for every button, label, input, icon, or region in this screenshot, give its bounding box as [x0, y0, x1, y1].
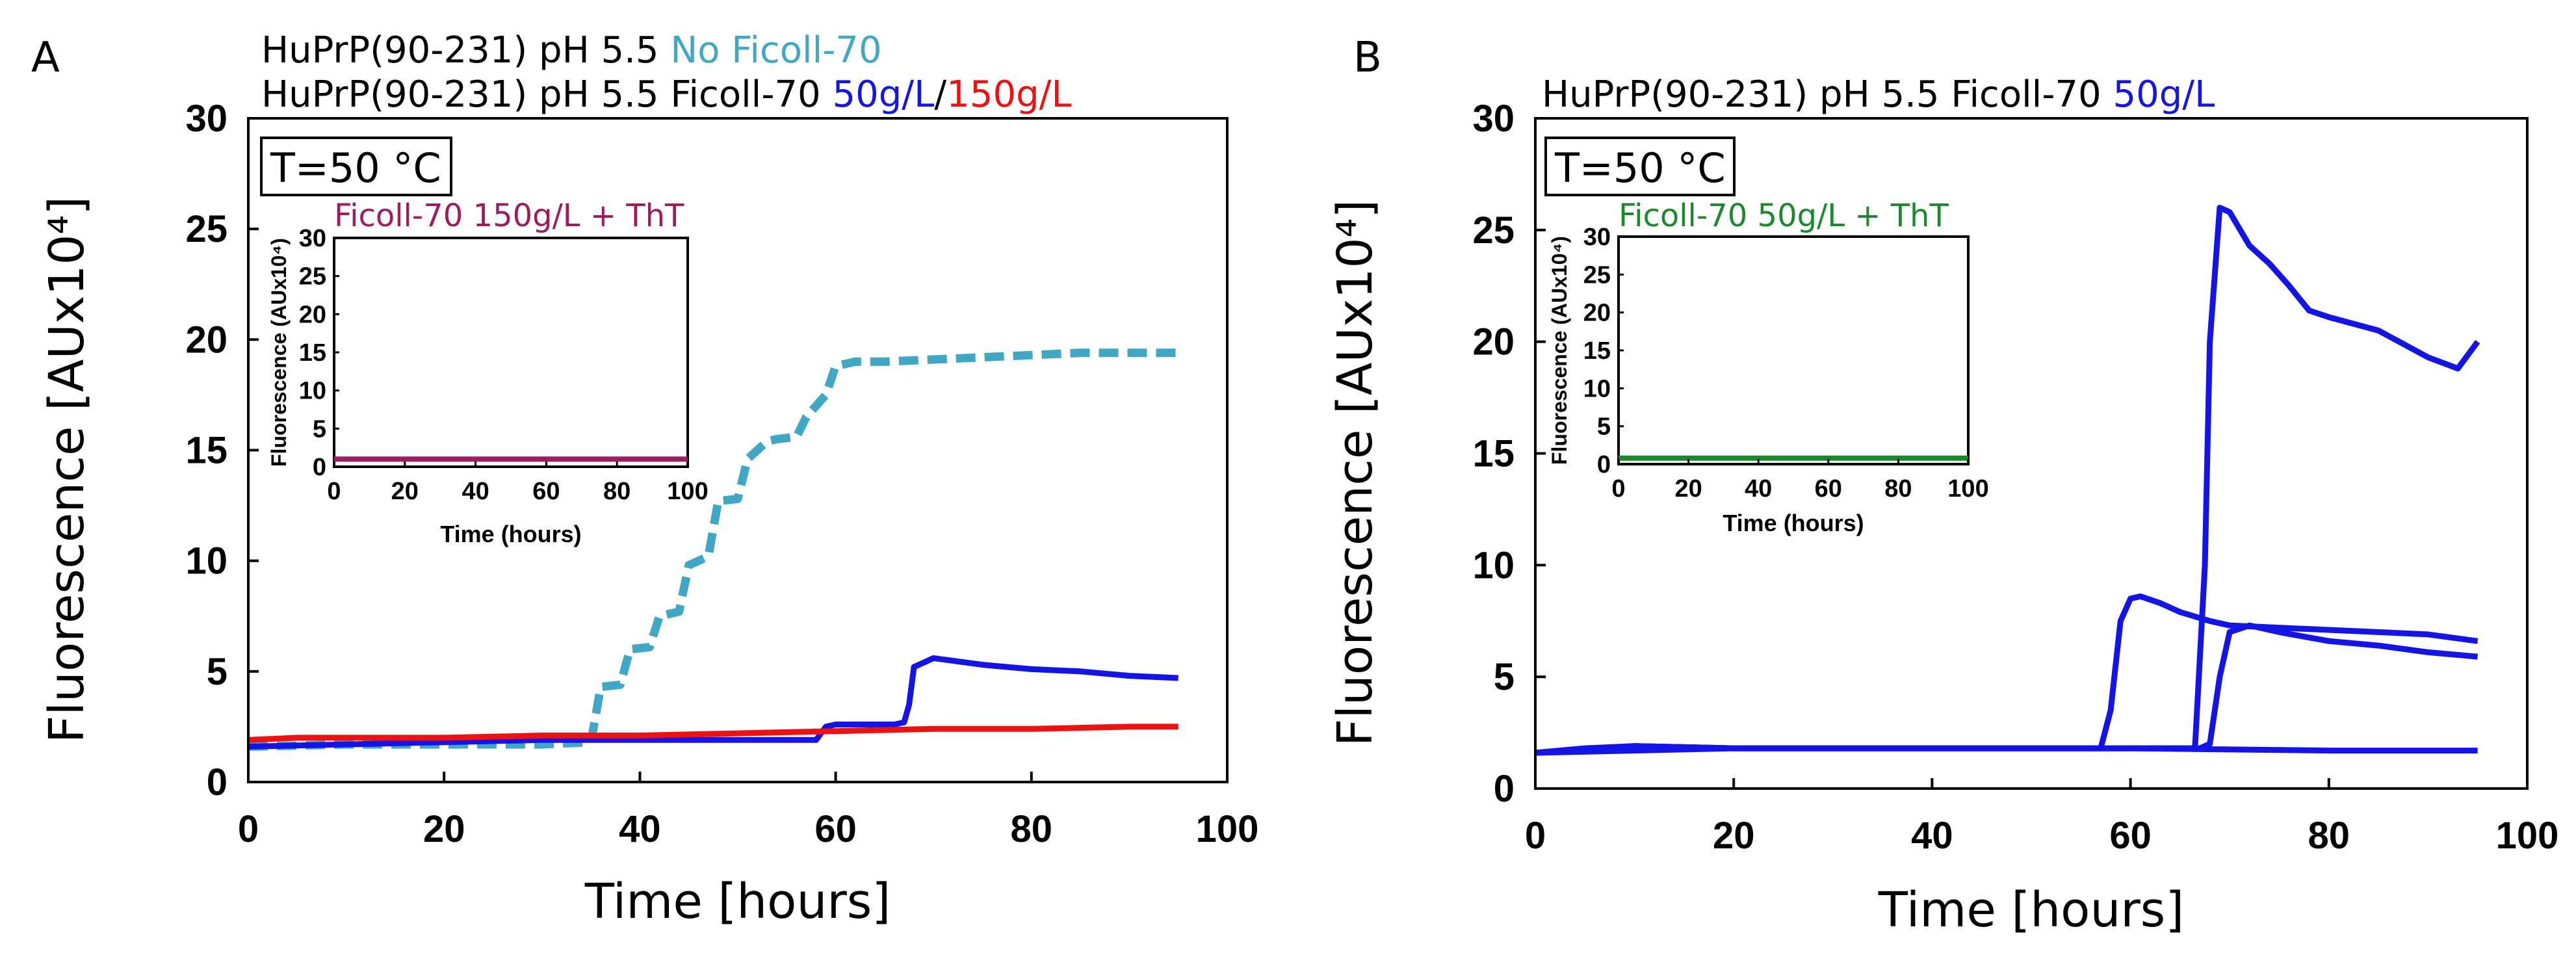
inset-x-tick-label: 40 [1745, 475, 1772, 503]
x-tick-label: 20 [1713, 815, 1755, 857]
inset-x-tick-label: 60 [1815, 475, 1842, 503]
inset-x-tick-label: 20 [391, 478, 419, 505]
series-line-3 [1535, 622, 2478, 756]
y-tick-label: 25 [185, 208, 228, 250]
inset-x-tick-label: 20 [1674, 475, 1702, 503]
inset-y-tick-label: 0 [1597, 451, 1611, 478]
inset-x-tick-label: 100 [667, 478, 708, 505]
series-line-1 [248, 348, 1178, 751]
inset-title: Ficoll-70 50g/L + ThT [1619, 198, 1949, 234]
x-tick-label: 80 [2308, 815, 2350, 857]
series-line-4 [1535, 743, 2478, 756]
y-tick-label: 5 [1494, 656, 1515, 698]
y-tick-label: 10 [1472, 544, 1515, 586]
inset-title: Ficoll-70 150g/L + ThT [334, 198, 684, 234]
y-axis-label: Fluorescence [AUx10⁴] [39, 196, 95, 743]
y-tick-label: 15 [1472, 433, 1515, 475]
panel-a-title2-black: HuPrP(90-231) pH 5.5 Ficoll-70 [261, 73, 832, 116]
inset-y-tick-label: 25 [1583, 261, 1611, 289]
inset-y-tick-label: 15 [299, 339, 326, 367]
inset-y-axis-label: Fluorescence (AUx10⁴) [1548, 236, 1571, 465]
inset-x-tick-label: 80 [1884, 475, 1912, 503]
inset-x-tick-label: 100 [1947, 475, 1988, 503]
inset-y-tick-label: 20 [1583, 300, 1611, 327]
inset-x-tick-label: 0 [327, 478, 341, 505]
inset-frame [333, 237, 689, 468]
inset-x-axis-label: Time (hours) [1723, 510, 1864, 536]
temperature-label: T=50 °C [270, 144, 441, 192]
panel-a-title2-red: 150g/L [946, 73, 1072, 116]
inset-x-tick-label: 80 [603, 478, 631, 505]
x-tick-label: 100 [2496, 815, 2559, 857]
y-tick-label: 0 [1494, 768, 1515, 810]
inset-frame [1617, 235, 1970, 465]
inset-y-tick-label: 30 [1583, 224, 1611, 251]
panel-a-title2-blue: 50g/L [832, 73, 934, 116]
y-tick-label: 15 [185, 430, 228, 472]
inset-y-tick-label: 5 [1597, 413, 1611, 441]
x-axis-label: Time [hours] [584, 874, 891, 930]
y-tick-label: 20 [1472, 321, 1515, 363]
y-tick-label: 30 [185, 98, 228, 140]
y-tick-label: 10 [185, 540, 228, 582]
panel-b-letter: B [1353, 34, 1382, 82]
y-tick-label: 5 [207, 651, 228, 693]
inset-y-tick-label: 0 [313, 454, 326, 481]
x-tick-label: 40 [1911, 815, 1953, 857]
inset-y-tick-label: 20 [299, 301, 326, 328]
panel-a-title1-cyan: No Ficoll-70 [670, 29, 881, 72]
inset-y-tick-label: 5 [313, 415, 326, 443]
panel-a-title1-black: HuPrP(90-231) pH 5.5 [261, 29, 670, 72]
x-tick-label: 20 [423, 808, 465, 850]
panel-a-title-line2: HuPrP(90-231) pH 5.5 Ficoll-70 50g/L/150… [261, 73, 1072, 116]
temperature-box [1544, 137, 1736, 196]
series-line-2 [248, 655, 1178, 750]
temperature-box [260, 137, 452, 196]
inset-y-tick-label: 10 [1583, 375, 1611, 402]
y-tick-label: 30 [1472, 98, 1515, 140]
panel-a-title-line1: HuPrP(90-231) pH 5.5 No Ficoll-70 [261, 29, 882, 72]
inset-y-tick-label: 10 [299, 378, 326, 405]
panel-b-title1-black: HuPrP(90-231) pH 5.5 Ficoll-70 [1542, 73, 2113, 116]
x-tick-label: 0 [238, 808, 259, 850]
inset-x-tick-label: 60 [532, 478, 560, 505]
inset-x-axis-label: Time (hours) [440, 521, 581, 547]
inset-x-tick-label: 0 [1611, 475, 1625, 503]
x-tick-label: 40 [619, 808, 661, 850]
x-tick-label: 60 [2109, 815, 2152, 857]
panel-b-title1-blue: 50g/L [2113, 73, 2215, 116]
inset-y-tick-label: 15 [1583, 337, 1611, 365]
y-tick-label: 25 [1472, 209, 1515, 252]
series-line-1 [1535, 593, 2478, 756]
x-tick-label: 100 [1196, 808, 1259, 850]
inset-y-tick-label: 25 [299, 263, 326, 291]
x-axis-label: Time [hours] [1878, 882, 2184, 938]
x-tick-label: 60 [814, 808, 857, 850]
y-tick-label: 0 [207, 761, 228, 803]
y-axis-label: Fluorescence [AUx10⁴] [1327, 200, 1383, 746]
x-tick-label: 80 [1011, 808, 1053, 850]
temperature-label: T=50 °C [1554, 144, 1726, 192]
panel-b-title-line1: HuPrP(90-231) pH 5.5 Ficoll-70 50g/L [1542, 73, 2215, 116]
inset-y-tick-label: 30 [299, 225, 326, 252]
x-tick-label: 0 [1525, 815, 1546, 857]
panel-a-title2-sep: / [934, 73, 946, 116]
inset-x-tick-label: 40 [462, 478, 489, 505]
y-tick-label: 20 [185, 319, 228, 361]
panel-a-letter: A [31, 34, 60, 82]
series-line-3 [248, 724, 1178, 743]
inset-y-axis-label: Fluorescence (AUx10⁴) [267, 238, 291, 467]
